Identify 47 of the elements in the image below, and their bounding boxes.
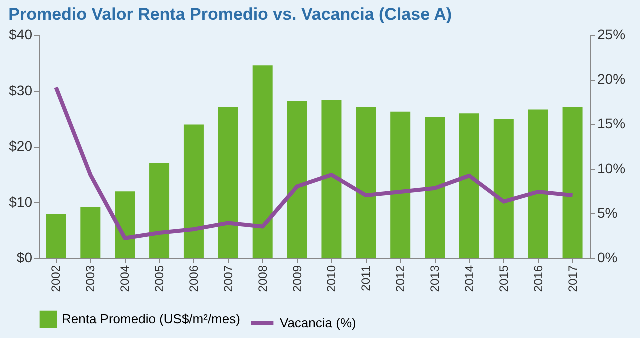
bar xyxy=(46,214,66,258)
y2-tick-label: 15% xyxy=(598,116,626,132)
x-tick-label: 2002 xyxy=(49,265,64,292)
y-tick-label: $20 xyxy=(9,138,33,154)
bar xyxy=(459,114,480,258)
x-tick-label: 2015 xyxy=(496,265,511,292)
x-tick-label: 2014 xyxy=(462,265,476,292)
y-tick-label: $30 xyxy=(9,82,33,98)
x-tick-label: 2007 xyxy=(221,265,236,292)
bar xyxy=(562,107,583,258)
x-tick-label: 2011 xyxy=(359,265,374,292)
x-tick-label: 2004 xyxy=(118,265,132,292)
y-tick-label: $40 xyxy=(9,26,33,42)
bar xyxy=(390,112,411,258)
x-tick-label: 2006 xyxy=(186,265,201,292)
x-tick-label: 2010 xyxy=(324,265,339,292)
bar xyxy=(80,207,101,258)
bar xyxy=(425,116,446,258)
x-tick-label: 2005 xyxy=(152,265,167,292)
y2-tick-label: 20% xyxy=(598,71,626,88)
chart-title: Promedio Valor Renta Promedio vs. Vacancia (Clase A) xyxy=(8,5,452,24)
x-tick-label: 2008 xyxy=(256,265,270,292)
bar xyxy=(494,119,514,258)
bar xyxy=(356,107,376,258)
legend-label: Renta Promedio (US$/m²/mes) xyxy=(62,312,240,326)
bar xyxy=(115,192,136,258)
bar xyxy=(252,66,273,258)
x-tick-label: 2017 xyxy=(566,265,580,292)
y-tick-label: $10 xyxy=(9,194,33,210)
bar xyxy=(322,100,342,258)
line-series xyxy=(54,86,575,240)
bar xyxy=(218,107,238,258)
bar xyxy=(287,101,308,258)
x-tick-label: 2016 xyxy=(531,265,546,292)
x-tick-label: 2013 xyxy=(428,265,442,292)
y2-tick-label: 0% xyxy=(598,250,618,266)
y2-tick-label: 5% xyxy=(598,204,618,221)
y-tick-label: $0 xyxy=(16,250,33,266)
bar xyxy=(184,124,204,258)
bar xyxy=(150,163,170,258)
legend-label: Vacancia (%) xyxy=(280,316,356,330)
y2-tick-label: 25% xyxy=(598,26,626,42)
x-tick-label: 2009 xyxy=(290,265,304,292)
x-tick-label: 2003 xyxy=(84,265,98,292)
x-tick-label: 2012 xyxy=(394,265,408,292)
bar xyxy=(528,110,548,258)
y2-tick-label: 10% xyxy=(598,160,626,176)
